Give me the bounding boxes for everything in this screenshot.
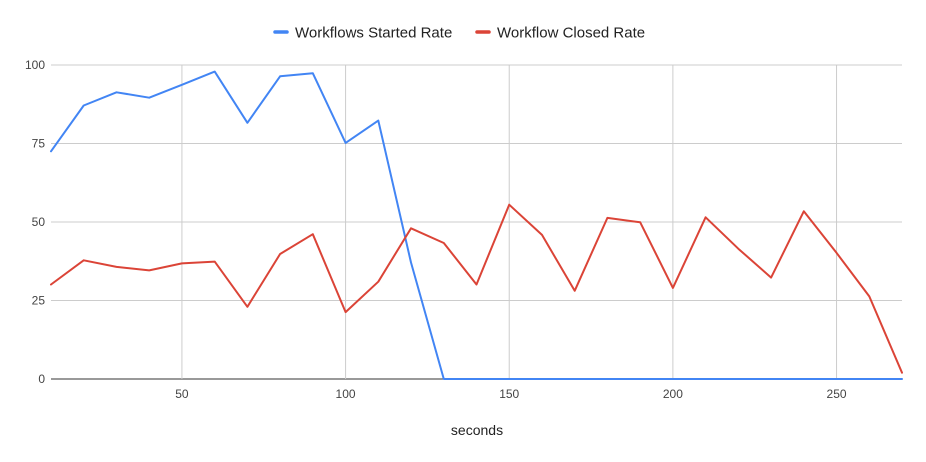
x-axis-title: seconds [451,422,503,438]
y-tick-label: 75 [32,137,46,151]
x-tick-label: 200 [663,387,683,401]
series-line-workflow-closed-rate [50,203,903,374]
legend: Workflows Started Rate Workflow Closed Ra… [273,25,645,42]
y-axis-ticks: 0 25 50 75 100 [25,58,45,386]
legend-label: Workflows Started Rate [295,25,452,42]
x-tick-label: 250 [827,387,847,401]
y-tick-label: 50 [32,215,46,229]
x-axis-ticks: 50 100 150 200 250 [175,387,847,401]
y-tick-label: 100 [25,58,45,72]
y-tick-label: 25 [32,294,46,308]
x-tick-label: 150 [499,387,519,401]
series-line-workflows-started-rate [50,70,903,380]
series-layer [50,70,903,380]
x-tick-label: 50 [175,387,189,401]
x-tick-label: 100 [336,387,356,401]
legend-label: Workflow Closed Rate [497,25,645,42]
grid-lines [51,64,902,380]
y-tick-label: 0 [38,372,45,386]
